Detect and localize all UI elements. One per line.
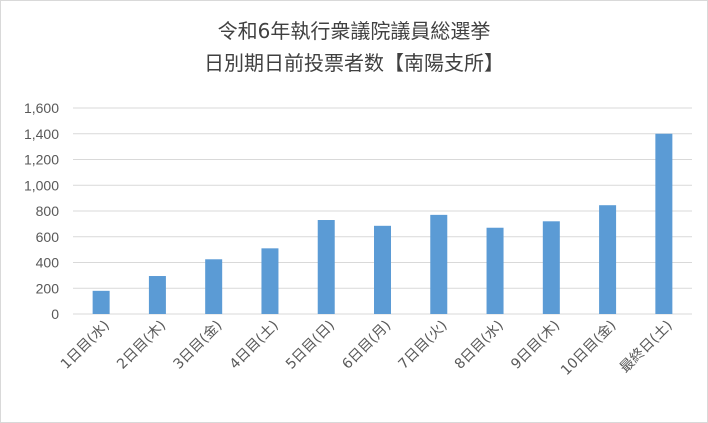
bar <box>148 276 166 314</box>
bar <box>599 205 617 314</box>
bar <box>92 290 110 314</box>
bar <box>205 259 223 314</box>
y-tick-label: 600 <box>36 229 60 245</box>
bar <box>317 220 335 314</box>
y-tick-label: 400 <box>36 255 60 271</box>
x-tick-label: 9日目(木) <box>508 318 563 373</box>
y-tick-label: 200 <box>36 280 60 296</box>
x-tick-label: 5日目(日) <box>283 318 338 373</box>
y-tick-label: 1,600 <box>24 100 59 116</box>
y-tick-label: 1,400 <box>24 126 59 142</box>
x-tick-label: 3日目(金) <box>170 318 225 373</box>
y-tick-label: 1,000 <box>24 177 59 193</box>
x-tick-label: 1日目(水) <box>58 318 113 373</box>
x-tick-label: 6日目(月) <box>339 318 394 373</box>
x-tick-label: 10日目(金) <box>558 318 619 379</box>
x-tick-label: 2日目(木) <box>114 318 169 373</box>
x-tick-label: 7日目(火) <box>396 318 451 373</box>
y-tick-label: 800 <box>36 203 60 219</box>
x-tick-label: 8日目(水) <box>452 318 507 373</box>
x-tick-label: 4日目(土) <box>227 318 282 373</box>
x-tick-label: 最終日(土) <box>617 318 676 377</box>
chart-title-line-2: 日別期日前投票者数【南陽支所】 <box>204 51 504 75</box>
bars <box>92 133 673 314</box>
bar <box>374 225 391 314</box>
bar <box>542 221 560 314</box>
bar <box>261 248 279 314</box>
bar <box>655 133 673 314</box>
x-axis: 1日目(水) 2日目(木) 3日目(金) 4日目(土) 5日目(日) 6日目(月) 7日目(… <box>58 318 676 379</box>
y-axis: 0 200 400 600 800 1,000 1,200 1,400 1,600 <box>24 100 59 322</box>
chart-title-line-1: 令和6年執行衆議院議員総選挙 <box>217 19 491 43</box>
y-tick-label: 1,200 <box>24 152 59 168</box>
chart-title: 令和6年執行衆議院議員総選挙 日別期日前投票者数【南陽支所】 <box>1 15 707 79</box>
bar <box>486 227 504 314</box>
y-tick-label: 0 <box>51 306 59 322</box>
bar <box>430 214 448 314</box>
